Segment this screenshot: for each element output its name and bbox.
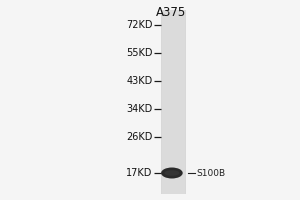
Bar <box>162 10 184 194</box>
Text: 17KD: 17KD <box>126 168 152 178</box>
Text: S100B: S100B <box>196 168 226 178</box>
Ellipse shape <box>164 170 179 176</box>
Text: 55KD: 55KD <box>126 48 152 58</box>
Text: 72KD: 72KD <box>126 20 152 30</box>
Text: 34KD: 34KD <box>126 104 152 114</box>
Text: 43KD: 43KD <box>126 76 152 86</box>
Text: 26KD: 26KD <box>126 132 152 142</box>
Ellipse shape <box>161 168 183 178</box>
Bar <box>160 10 186 194</box>
Text: A375: A375 <box>156 6 186 19</box>
